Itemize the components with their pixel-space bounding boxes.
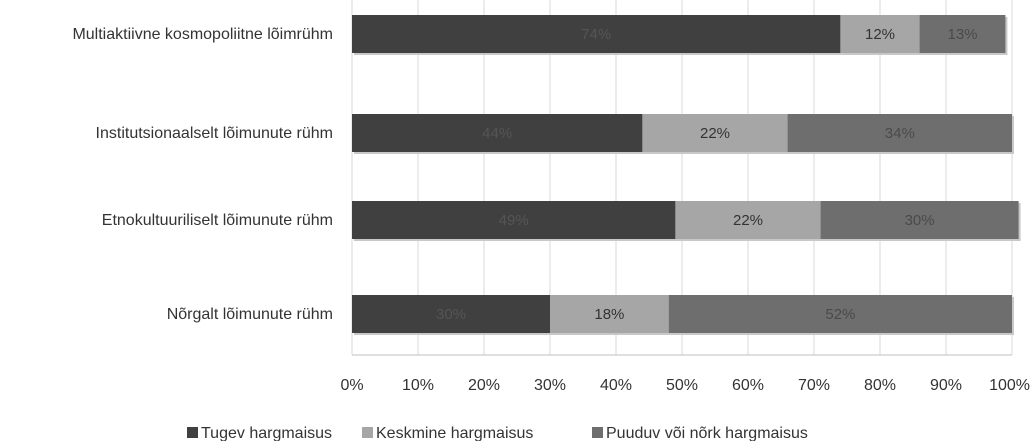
- category-label: Nõrgalt lõimunute rühm: [167, 306, 333, 323]
- bar-segment-keskmine-hargmaisus: [642, 114, 788, 152]
- x-tick-label: 80%: [864, 377, 896, 394]
- legend-swatch: [362, 427, 373, 438]
- x-axis: 0% 10% 20% 30% 40% 50% 60% 70% 80% 90% 100%: [340, 377, 1030, 394]
- bar-segment-puuduv-voi-nork-hargmaisus: [668, 295, 1012, 333]
- bar-segment-keskmine-hargmaisus: [675, 201, 821, 239]
- bar-segment-keskmine-hargmaisus: [550, 295, 669, 333]
- data-label: 30%: [905, 212, 935, 229]
- bar-segment-puuduv-voi-nork-hargmaisus: [919, 15, 1006, 53]
- legend: Tugev hargmaisus Keskmine hargmaisus Puudu…: [187, 425, 808, 441]
- data-label: 22%: [733, 212, 763, 229]
- data-label: 44%: [482, 125, 512, 142]
- bar-segment-puuduv-voi-nork-hargmaisus: [787, 114, 1012, 152]
- x-tick-label: 70%: [798, 377, 830, 394]
- data-label: 34%: [885, 125, 915, 142]
- legend-label: Keskmine hargmaisus: [376, 425, 533, 441]
- legend-swatch: [187, 427, 198, 438]
- bar-segment-puuduv-voi-nork-hargmaisus: [820, 201, 1019, 239]
- data-label: 74%: [581, 26, 611, 43]
- bars: 74% 12% 13% 44% 22% 34% 49% 22% 30% 30% 18% 52%: [352, 15, 1021, 335]
- x-tick-label: 60%: [732, 377, 764, 394]
- x-tick-label: 90%: [930, 377, 962, 394]
- bar-segment-tugev-hargmaisus: [352, 201, 676, 239]
- x-tick-label: 100%: [989, 377, 1030, 394]
- bar-segment-tugev-hargmaisus: [352, 15, 841, 53]
- data-label: 13%: [947, 26, 977, 43]
- category-label: Multiaktiivne kosmopoliitne lõimrühm: [72, 26, 333, 43]
- bar-segment-tugev-hargmaisus: [352, 295, 550, 333]
- legend-item: Keskmine hargmaisus: [362, 425, 533, 441]
- legend-label: Tugev hargmaisus: [201, 425, 332, 441]
- data-label: 49%: [499, 212, 529, 229]
- legend-item: Puuduv või nõrk hargmaisus: [592, 425, 808, 441]
- data-label: 18%: [594, 306, 624, 323]
- x-tick-label: 20%: [468, 377, 500, 394]
- legend-label: Puuduv või nõrk hargmaisus: [606, 425, 808, 441]
- legend-item: Tugev hargmaisus: [187, 425, 332, 441]
- legend-swatch: [592, 427, 603, 438]
- x-tick-label: 10%: [402, 377, 434, 394]
- bar-segment-tugev-hargmaisus: [352, 114, 643, 152]
- category-label: Etnokultuuriliselt lõimunute rühm: [102, 212, 333, 229]
- data-label: 30%: [436, 306, 466, 323]
- data-label: 22%: [700, 125, 730, 142]
- category-labels: Multiaktiivne kosmopoliitne lõimrühm Inst…: [72, 26, 333, 323]
- data-label: 52%: [825, 306, 855, 323]
- x-tick-label: 50%: [666, 377, 698, 394]
- x-tick-label: 0%: [340, 377, 363, 394]
- data-label: 12%: [865, 26, 895, 43]
- x-tick-label: 30%: [534, 377, 566, 394]
- bar-segment-keskmine-hargmaisus: [840, 15, 920, 53]
- x-tick-label: 40%: [600, 377, 632, 394]
- category-label: Institutsionaalselt lõimunute rühm: [96, 125, 333, 142]
